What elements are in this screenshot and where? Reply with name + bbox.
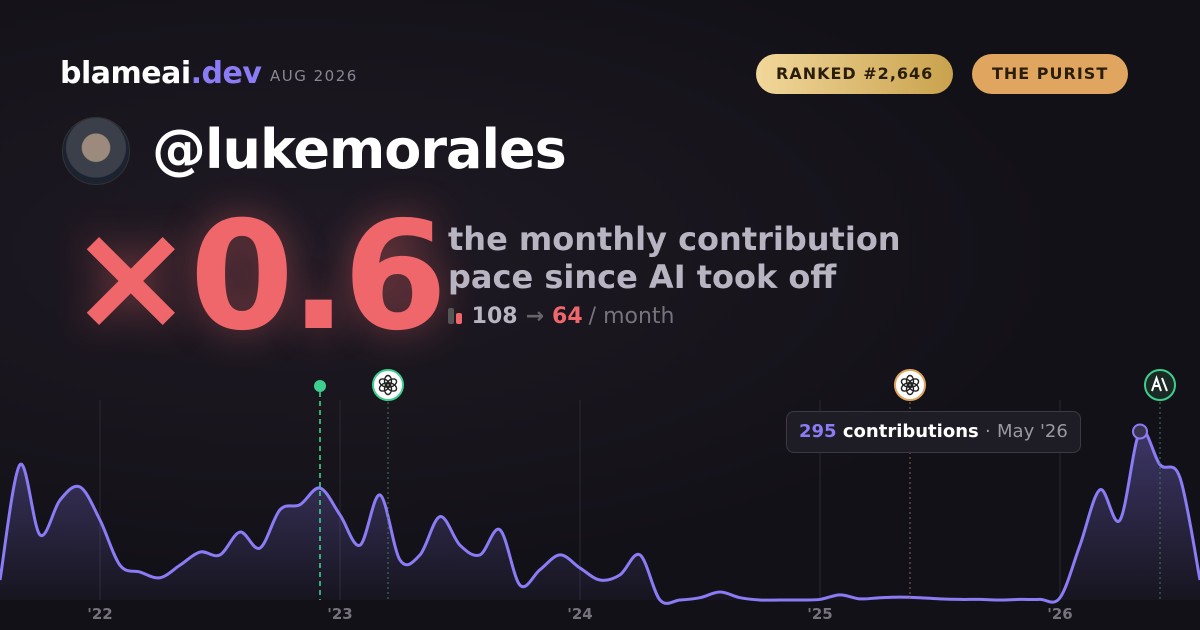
arrow: → (525, 304, 545, 329)
icon-bg (894, 369, 926, 401)
logo-petal (900, 378, 913, 388)
brand-name: blameai (60, 56, 191, 91)
description-line: pace since AI took off (448, 258, 837, 296)
logo-mark (1151, 374, 1168, 392)
unit: / month (588, 304, 675, 329)
rank-badge: RANKED #2,646 (756, 54, 954, 94)
event-marker (314, 380, 326, 392)
event-icon (1144, 369, 1176, 401)
period: AUG 2026 (270, 67, 358, 85)
before-value: 108 (471, 304, 518, 329)
highlight-point (1132, 423, 1148, 440)
icon (448, 308, 454, 324)
description-line: the monthly contribution (448, 220, 901, 258)
tooltip: 295 contributions · May '26 (786, 411, 1081, 453)
icon (456, 313, 462, 324)
line (0, 428, 1200, 605)
event-icon (372, 369, 404, 401)
icon-bg (1144, 369, 1176, 401)
event-icon (894, 369, 926, 401)
x-tick-label: '23 (327, 605, 352, 623)
x-tick-label: '24 (567, 605, 592, 623)
area (0, 429, 1200, 604)
title-badge: THE PURIST (972, 54, 1129, 94)
avatar (62, 117, 130, 185)
x-tick-label: '26 (1047, 605, 1072, 623)
tooltip-label: contributions (842, 421, 979, 442)
multiplier: ×0.6 (68, 190, 447, 364)
brand-suffix: .dev (190, 56, 262, 91)
tooltip-value: 295 (799, 421, 837, 442)
pace-stat: 108 → 64/ month (448, 304, 674, 329)
after-value: 64 (552, 304, 583, 329)
logo-petal (378, 378, 391, 388)
handle: @lukemorales (152, 118, 567, 181)
icon-bg (372, 369, 404, 401)
x-tick-label: '25 (807, 605, 832, 623)
brand: blameai.dev (60, 56, 262, 91)
x-tick-label: '22 (87, 605, 112, 623)
description: the monthly contribution pace since AI to… (448, 220, 901, 296)
tooltip-date: May '26 (997, 421, 1068, 442)
